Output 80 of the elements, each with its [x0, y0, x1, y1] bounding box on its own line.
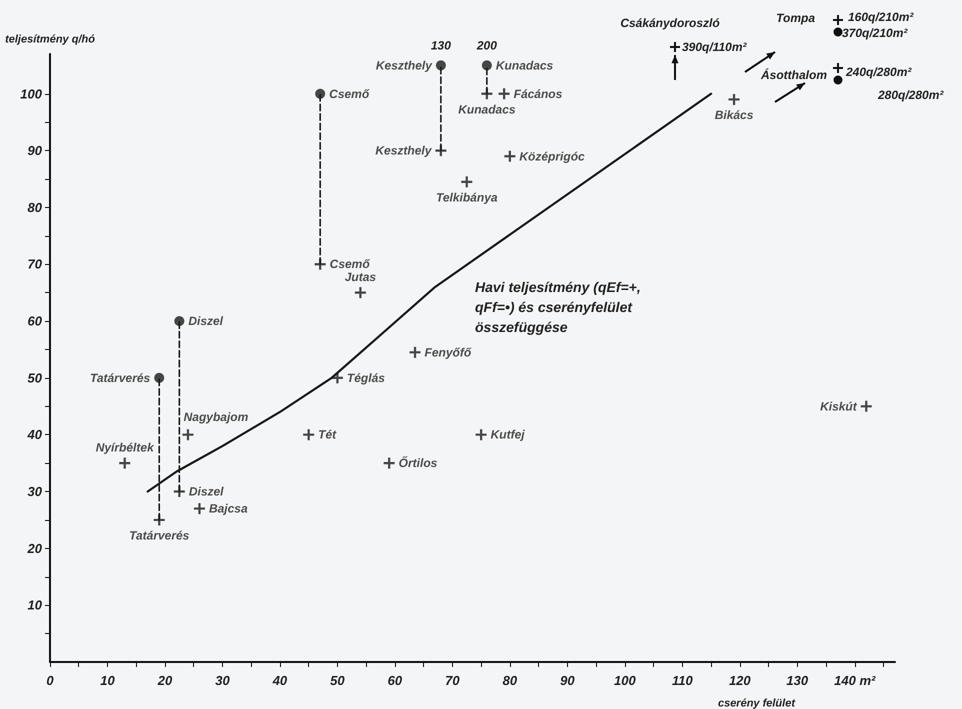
data-label: Diszel: [188, 484, 224, 499]
data-label: Középrigóc: [519, 149, 586, 164]
annotation: 280q/280m²: [877, 88, 944, 102]
annotation: 240q/280m²: [845, 65, 912, 79]
data-label: Téglás: [346, 370, 386, 385]
y-tick-label: 100: [20, 86, 43, 102]
y-tick-label: 80: [28, 200, 43, 215]
data-label: Jutas: [344, 270, 376, 284]
point: [194, 503, 205, 514]
point: [354, 287, 366, 298]
annotation: Ásotthalom: [760, 68, 828, 82]
point: [504, 150, 516, 162]
data-label: Tatárverés: [90, 370, 151, 385]
y-tick-label: 20: [26, 540, 43, 556]
y-tick-label: 40: [26, 427, 43, 442]
point: [303, 429, 314, 440]
x-tick-label: 50: [330, 673, 346, 688]
y-tick-label: 50: [28, 370, 43, 386]
y-tick-label: 60: [28, 314, 43, 329]
data-label: Nagybajom: [184, 410, 249, 424]
point: [436, 60, 446, 70]
data-label: Kutfej: [490, 428, 526, 442]
y-tick-label: 90: [28, 143, 43, 158]
point: [728, 94, 740, 105]
x-tick-label: 0: [46, 673, 54, 688]
point: [119, 458, 130, 469]
point: [314, 258, 326, 270]
point: [461, 176, 472, 188]
data-label: Nyírbéltek: [96, 440, 156, 455]
text: Tompa: [776, 11, 816, 25]
y-tick-label: 70: [28, 256, 43, 272]
x-tick-label: 140 m²: [834, 673, 876, 688]
y-tick-label: 30: [28, 484, 43, 500]
point: [154, 372, 164, 383]
text: Csákánydoroszló: [620, 16, 720, 30]
point: [384, 458, 395, 469]
x-tick-label: 70: [445, 673, 460, 688]
x-tick-label: 20: [156, 673, 173, 688]
x-tick-label: 90: [560, 673, 576, 688]
text: Havi teljesítmény (qEf=+, qFf=•) és cserényfelület összefüggése: [475, 279, 645, 335]
point: [860, 400, 872, 412]
x-tick-label: 30: [215, 673, 230, 688]
point: [182, 429, 194, 440]
y-axis-title: teljesítmény q/hó: [5, 34, 96, 46]
data-label: Kunadacs: [458, 102, 516, 116]
data-label: Kiskút: [820, 399, 858, 414]
x-tick-label: 100: [614, 673, 636, 688]
data-label: Keszthely: [376, 58, 434, 72]
data-label: Őrtilos: [398, 456, 438, 470]
data-label: Telkibánya: [436, 190, 498, 204]
x-tick-label: 120: [728, 673, 752, 688]
data-label: Tatárverés: [129, 528, 190, 542]
x-tick-label: 10: [100, 673, 116, 688]
data-label: Kunadacs: [496, 58, 554, 72]
point: [410, 346, 421, 358]
data-label: Csemő: [329, 86, 370, 101]
data-label: Diszel: [188, 314, 224, 328]
data-label: Keszthely: [375, 144, 433, 158]
point: [476, 429, 487, 440]
x-tick-label: 40: [272, 673, 288, 688]
point: [482, 60, 492, 70]
x-tick-label: 80: [502, 673, 518, 688]
x-axis-title: cserény felület: [718, 698, 796, 709]
x-tick-label: 130: [786, 673, 809, 688]
text: 390q/110m²: [682, 40, 748, 54]
x-tick-label: 60: [388, 673, 403, 688]
data-label: Bikács: [714, 108, 754, 122]
annotation: 200: [476, 38, 498, 52]
point: [498, 88, 510, 100]
data-label: Fácános: [514, 86, 563, 101]
data-label: Csemő: [330, 257, 370, 272]
text: 160q/210m²: [848, 10, 914, 24]
text: 370q/210m²: [842, 26, 908, 40]
data-label: Bajcsa: [208, 502, 248, 516]
y-tick-label: 10: [28, 598, 43, 613]
point: [174, 316, 184, 326]
data-label: Fenyőfő: [424, 345, 472, 360]
annotation: 130: [430, 38, 452, 52]
x-tick-label: 110: [672, 673, 694, 688]
data-label: Tét: [318, 428, 338, 442]
